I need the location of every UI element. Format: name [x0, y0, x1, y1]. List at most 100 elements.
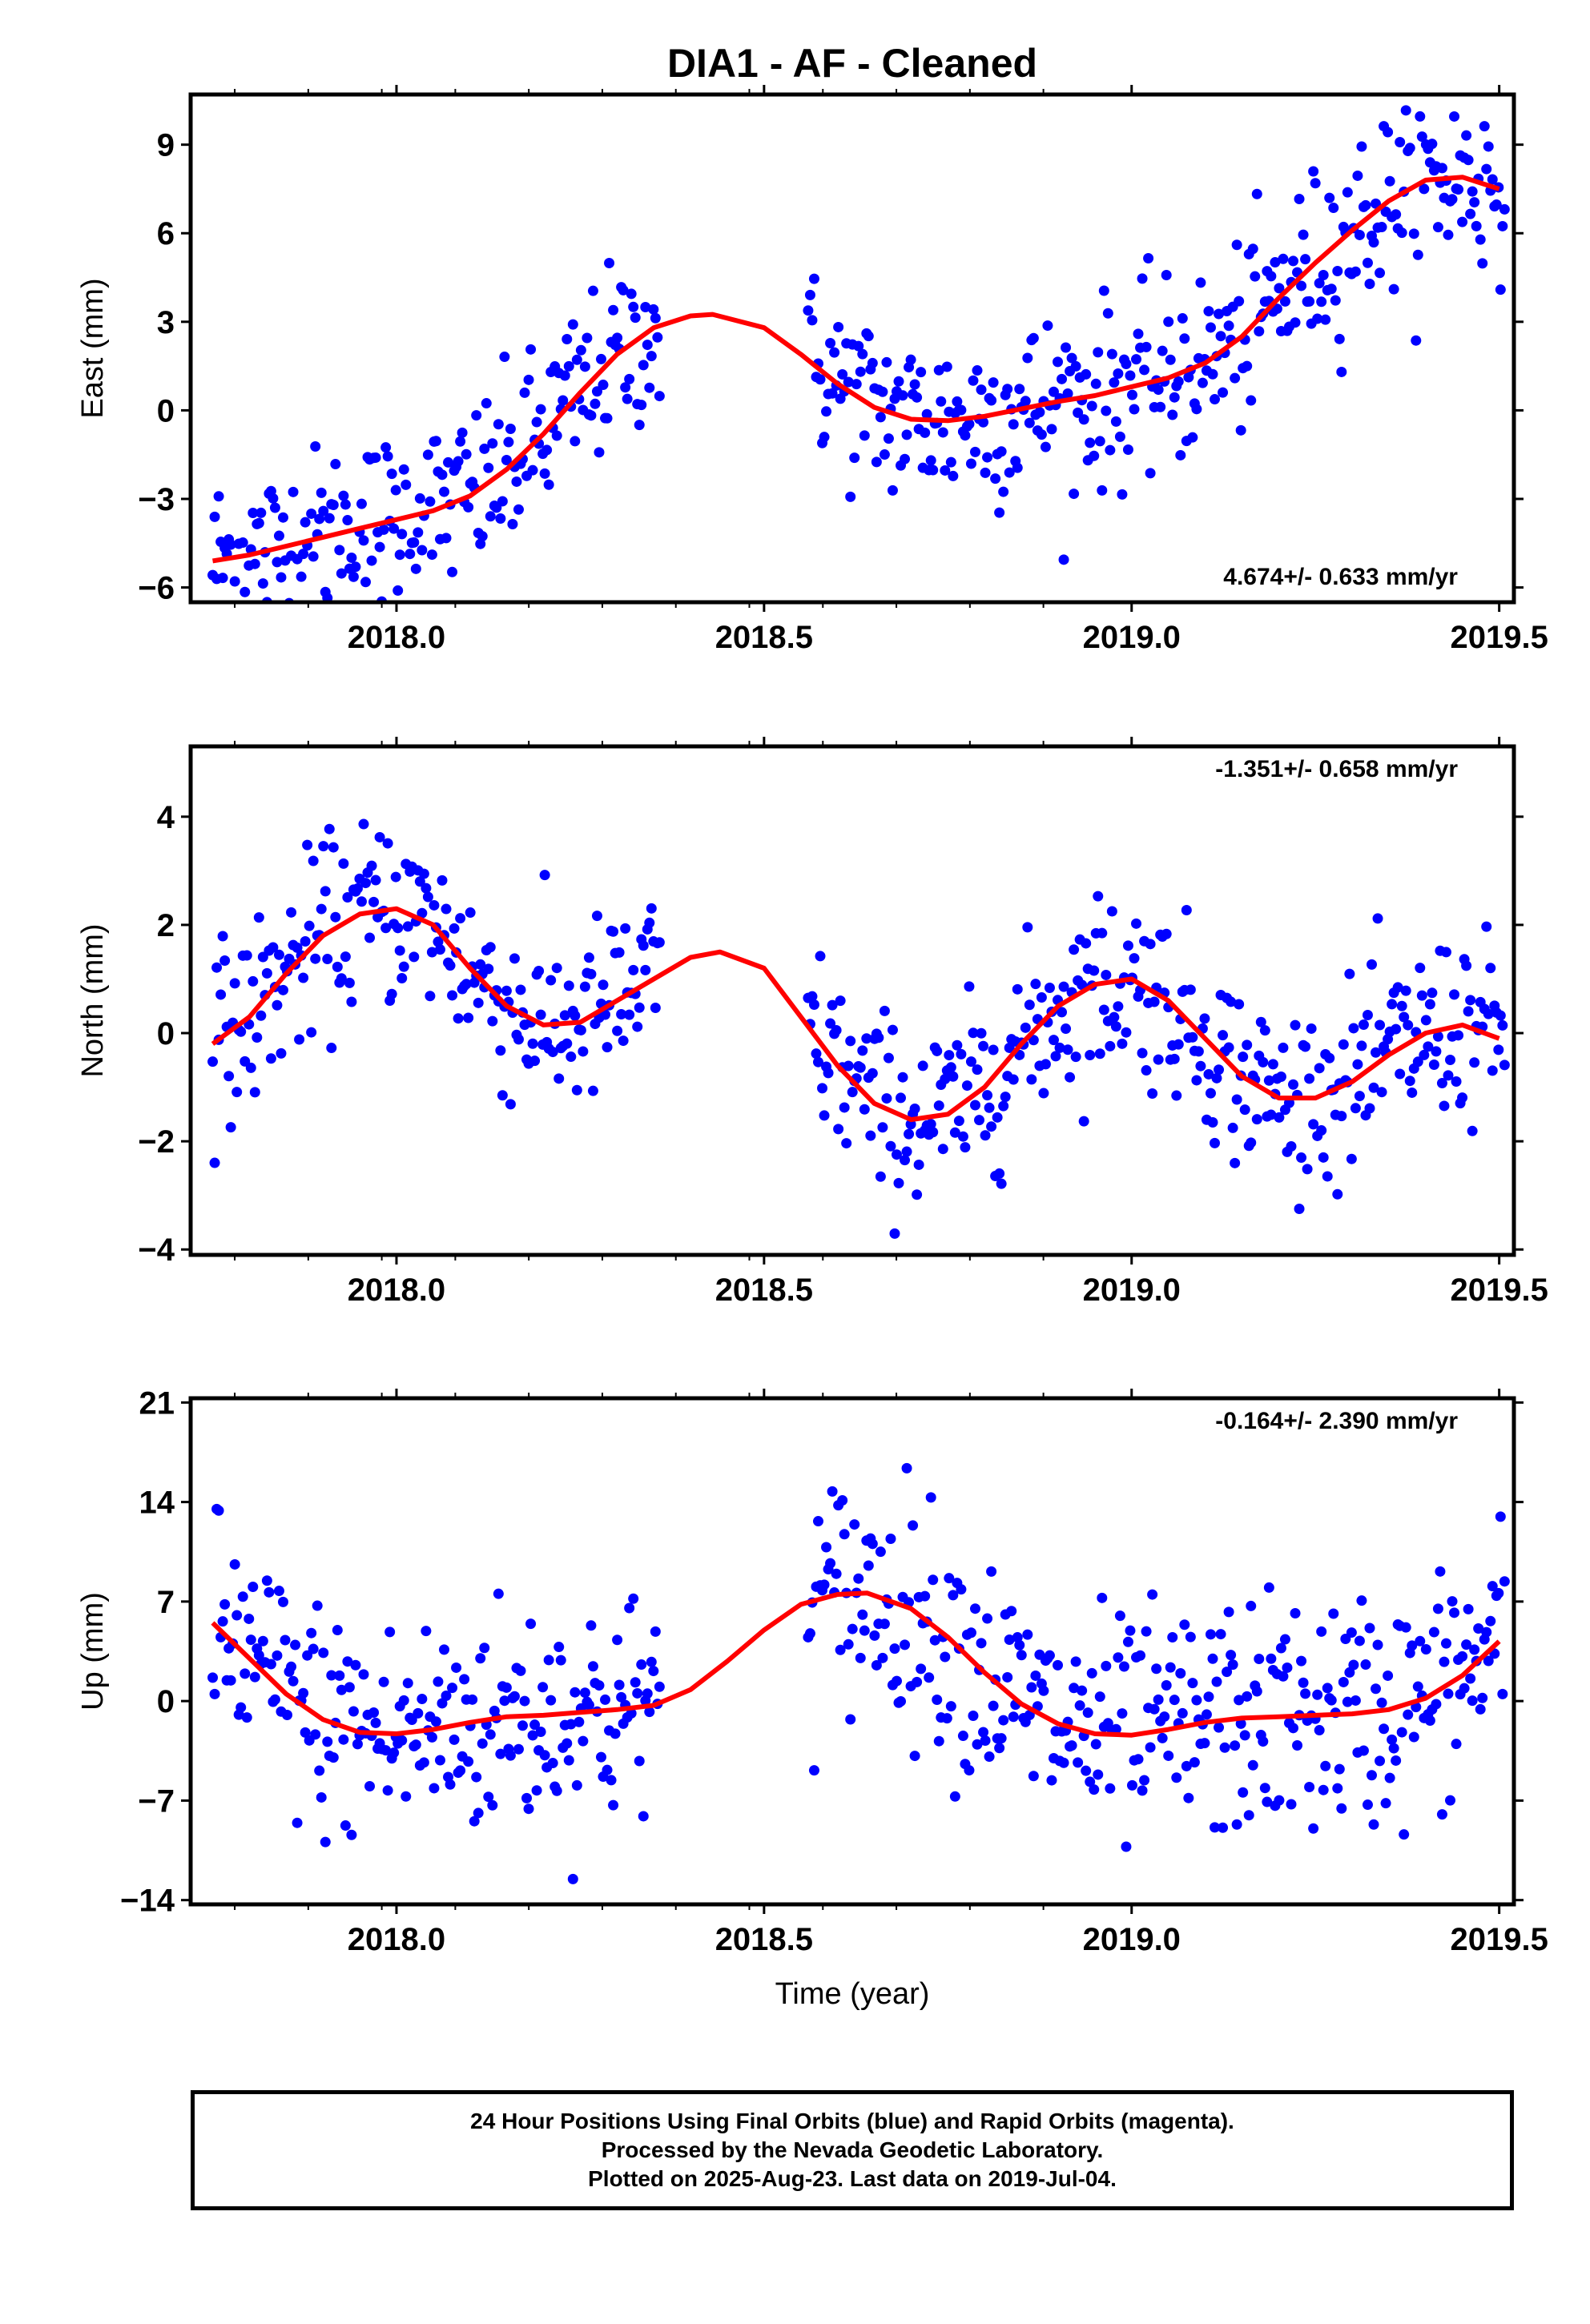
data-point	[969, 446, 980, 457]
data-point	[241, 950, 252, 961]
data-point	[277, 984, 288, 995]
data-point	[964, 1765, 975, 1776]
data-point	[875, 412, 886, 423]
data-point	[1223, 1606, 1234, 1618]
data-point	[268, 942, 279, 953]
data-point	[537, 1682, 549, 1693]
data-point	[978, 1040, 989, 1051]
data-point	[473, 997, 484, 1008]
data-point	[953, 1116, 964, 1127]
data-point	[1318, 1152, 1329, 1163]
data-point	[1234, 296, 1245, 307]
data-point	[430, 436, 441, 447]
panel-north: 2018.0 2018.5 2019.0 2019.5 −4 −2 0 2 4 North (mm…	[76, 737, 1548, 1308]
data-point	[1231, 1094, 1242, 1105]
data-point	[294, 1034, 305, 1045]
data-point	[392, 585, 404, 596]
data-point	[1312, 1689, 1323, 1700]
data-point	[875, 1171, 886, 1182]
data-point	[1328, 203, 1339, 214]
data-point	[1487, 1581, 1498, 1592]
data-point	[1262, 1796, 1273, 1807]
data-point	[1239, 1104, 1250, 1116]
data-point	[527, 1038, 538, 1049]
data-point	[606, 1775, 617, 1786]
data-point	[562, 334, 573, 345]
data-point	[1161, 1680, 1172, 1691]
data-point	[1465, 208, 1476, 219]
data-point	[1346, 1153, 1357, 1164]
data-point	[410, 1739, 421, 1751]
data-point	[1090, 378, 1101, 389]
data-point	[1403, 1709, 1414, 1720]
data-point	[1371, 1683, 1382, 1695]
data-point	[986, 1121, 997, 1132]
data-point	[1214, 308, 1225, 320]
data-point	[505, 1750, 516, 1761]
data-point	[1147, 1088, 1158, 1099]
data-point	[1101, 1660, 1112, 1671]
data-point	[988, 1044, 999, 1055]
data-point	[1400, 985, 1411, 996]
data-point	[1263, 1582, 1274, 1593]
data-point	[1183, 1792, 1194, 1803]
data-point	[1383, 1670, 1394, 1681]
data-point	[827, 999, 838, 1011]
data-point	[398, 961, 409, 972]
data-point	[370, 452, 381, 463]
data-point	[356, 498, 367, 509]
data-point	[235, 605, 246, 616]
data-point	[235, 1702, 247, 1713]
data-point	[1098, 1004, 1109, 1015]
data-point	[429, 1783, 440, 1794]
data-point	[523, 374, 534, 385]
data-point	[1375, 1755, 1386, 1767]
data-point	[1348, 1023, 1359, 1034]
data-point	[905, 354, 916, 365]
data-point	[1350, 266, 1361, 277]
data-point	[632, 1021, 643, 1032]
data-point	[1274, 1795, 1285, 1806]
data-point	[1247, 1759, 1258, 1771]
data-point	[449, 923, 460, 934]
data-point	[1439, 1656, 1450, 1667]
data-point	[940, 1651, 951, 1663]
data-point	[414, 493, 425, 504]
data-point	[401, 1791, 412, 1802]
data-point	[425, 991, 436, 1002]
data-point	[1159, 1711, 1170, 1723]
data-point	[1078, 1116, 1089, 1127]
data-point	[1125, 1625, 1136, 1636]
data-point	[551, 1785, 562, 1796]
data-point	[1066, 352, 1077, 364]
data-point	[344, 1682, 355, 1693]
data-point	[1326, 283, 1337, 295]
data-point	[1218, 387, 1229, 398]
data-point	[413, 527, 424, 538]
data-point	[1117, 1038, 1128, 1049]
data-point	[310, 441, 321, 452]
data-point	[471, 1771, 482, 1783]
data-point	[1316, 296, 1327, 308]
data-point	[817, 1083, 828, 1094]
data-point	[1334, 1763, 1345, 1775]
data-point	[1205, 1629, 1216, 1640]
plot-frame-outline	[188, 92, 1516, 605]
data-point	[1185, 1631, 1196, 1642]
data-point	[417, 907, 428, 919]
data-point	[1065, 1072, 1076, 1083]
data-point	[636, 400, 647, 411]
data-point	[891, 1675, 902, 1687]
data-point	[413, 1707, 424, 1719]
data-point	[646, 1656, 657, 1667]
data-point	[1102, 308, 1113, 319]
y-tick-label: 21	[139, 1385, 175, 1421]
data-point	[982, 1090, 993, 1101]
data-point	[1227, 1122, 1238, 1133]
data-point	[587, 1661, 598, 1672]
data-point	[893, 1177, 904, 1188]
data-point	[394, 549, 405, 561]
data-point	[493, 1588, 504, 1599]
data-point	[982, 1613, 993, 1624]
data-point	[1105, 1040, 1116, 1051]
